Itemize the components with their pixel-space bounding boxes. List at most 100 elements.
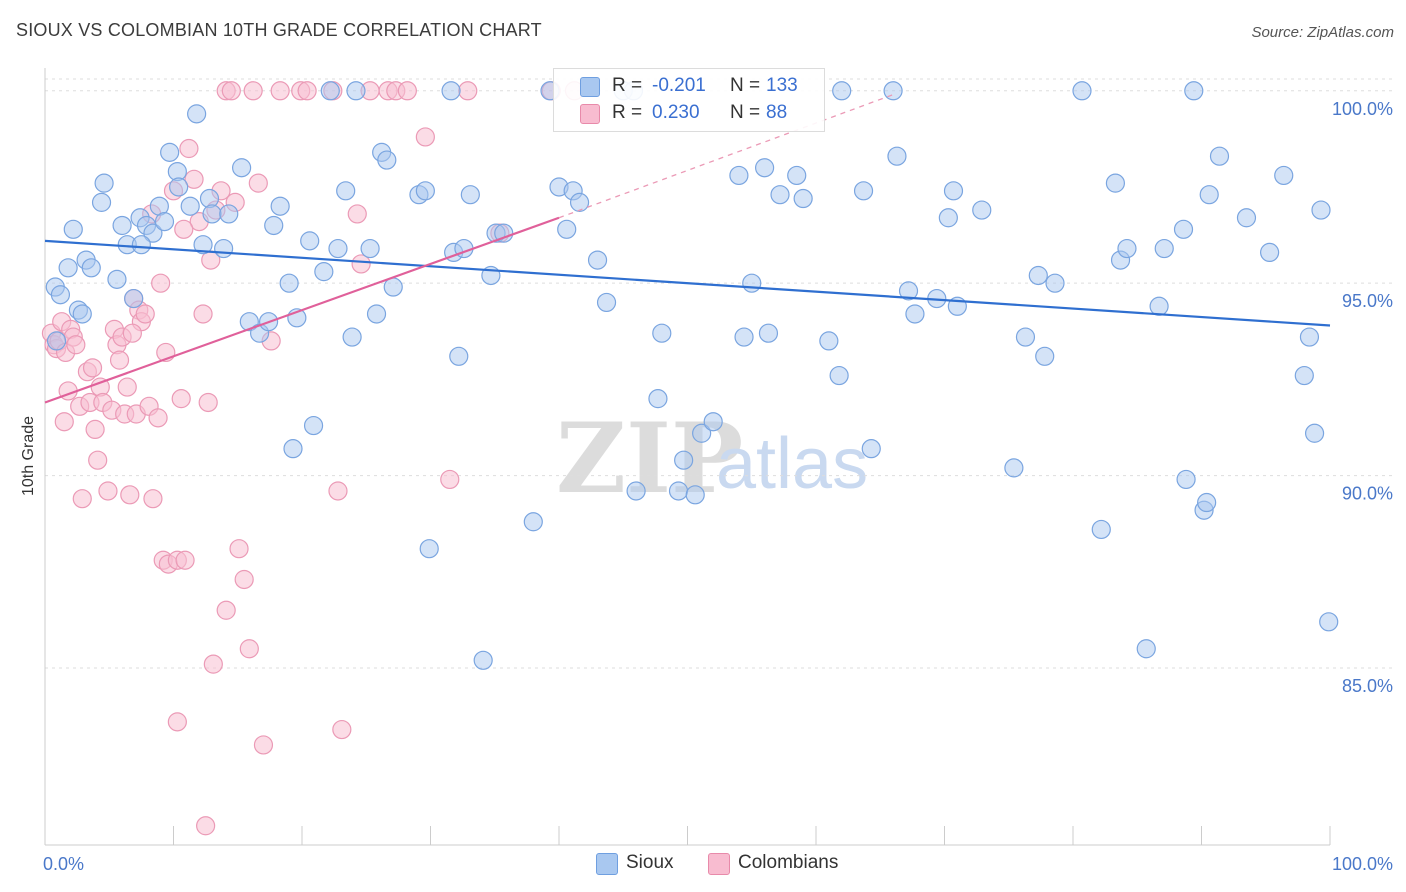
sioux-point: [494, 223, 514, 243]
sioux-point: [1045, 273, 1065, 293]
sioux-point: [596, 292, 617, 313]
sioux-point: [460, 185, 480, 205]
sioux-point: [328, 238, 348, 259]
colombians-point: [196, 816, 216, 836]
sioux-point: [674, 450, 694, 470]
sioux-point: [787, 165, 807, 186]
sioux-point: [770, 185, 790, 205]
sioux-point: [1197, 492, 1217, 513]
sioux-point: [112, 215, 132, 236]
sioux-swatch: [580, 77, 600, 97]
grid-lines: [45, 78, 1396, 669]
sioux-point: [1311, 200, 1331, 220]
colombians-point: [122, 323, 142, 343]
sioux-point: [587, 250, 608, 270]
sioux-point: [46, 331, 67, 351]
colombians-point: [117, 377, 137, 397]
n-label: N =: [730, 102, 761, 123]
sioux-point: [742, 273, 762, 293]
sioux-point: [905, 304, 925, 324]
tick-labels: 85.0% 90.0% 95.0% 100.0% 0.0% 100.0%: [43, 99, 1393, 874]
sioux-point: [219, 204, 239, 224]
colombians-point: [88, 450, 108, 470]
sioux-point: [1154, 238, 1174, 259]
sioux-point: [685, 485, 705, 505]
sioux-point: [143, 223, 163, 243]
colombians-point: [229, 539, 249, 559]
colombians-point: [239, 639, 259, 659]
sioux-point: [336, 181, 356, 201]
sioux-point: [419, 539, 439, 559]
colombians-legend-label: Colombians: [738, 852, 839, 873]
sioux-point: [1072, 81, 1092, 101]
r-label: R =: [612, 75, 643, 96]
sioux-point: [320, 81, 340, 101]
colombians-trend-line: [44, 216, 560, 404]
watermark-atlas: atlas: [716, 424, 868, 504]
sioux-point: [1149, 296, 1169, 316]
sioux-point: [160, 142, 180, 162]
sioux-point: [972, 200, 992, 220]
colombians-point: [174, 219, 194, 239]
sioux-point: [366, 304, 387, 324]
sioux-point: [648, 389, 668, 409]
sioux-point: [938, 208, 958, 228]
chart-title: SIOUX VS COLOMBIAN 10TH GRADE CORRELATIO…: [16, 20, 542, 40]
colombians-point: [458, 81, 478, 101]
sioux-point: [346, 81, 366, 101]
sioux-point: [131, 235, 151, 255]
sioux-point: [692, 423, 712, 443]
sioux-point: [1274, 165, 1294, 186]
sioux-point: [449, 346, 469, 366]
sioux-point: [1299, 327, 1320, 347]
colombians-point: [243, 81, 263, 101]
colombians-point: [66, 335, 86, 355]
colombians-point: [167, 712, 187, 732]
axes: [44, 68, 1331, 846]
colombians-point: [328, 481, 348, 501]
sioux-point: [124, 288, 144, 309]
sioux-point: [1091, 519, 1111, 540]
sioux-point: [303, 415, 324, 436]
sioux-point: [63, 219, 83, 239]
sioux-point: [523, 512, 543, 532]
sioux-point: [1105, 173, 1126, 193]
sioux-point: [1184, 81, 1204, 101]
y-tick-label: 85.0%: [1342, 676, 1393, 696]
sioux-point: [943, 181, 964, 201]
sioux-point: [853, 181, 874, 201]
colombians-point: [198, 392, 218, 413]
sioux-point: [279, 273, 299, 293]
colombians-point: [143, 489, 163, 509]
sioux-point: [441, 81, 461, 101]
colombians-point: [347, 204, 367, 224]
sioux-point: [72, 304, 92, 324]
sioux-point: [314, 262, 334, 282]
r-label: R =: [612, 102, 643, 123]
chart-source: Source: ZipAtlas.com: [1251, 24, 1394, 41]
sioux-point: [473, 650, 493, 670]
sioux-point: [377, 150, 397, 170]
sioux-point: [202, 204, 222, 224]
colombians-point: [109, 350, 130, 370]
sioux-point: [187, 104, 207, 124]
sioux-point: [1015, 327, 1036, 347]
sioux-point: [180, 196, 200, 216]
sioux-point: [1236, 208, 1257, 228]
sioux-point: [1136, 639, 1156, 659]
sioux-point: [415, 181, 435, 201]
colombians-point: [98, 481, 118, 501]
colombians-point: [270, 81, 290, 101]
sioux-point: [193, 235, 213, 255]
sioux-point: [169, 177, 189, 197]
sioux-point: [729, 165, 749, 186]
sioux-point: [626, 481, 646, 501]
colombians-points: [41, 81, 585, 836]
sioux-point: [91, 192, 112, 212]
sioux-point: [829, 365, 849, 386]
colombians-point: [216, 600, 236, 620]
y-tick-label: 100.0%: [1332, 99, 1393, 119]
sioux-point: [883, 81, 903, 101]
colombians-point: [440, 469, 460, 490]
sioux-point: [1294, 365, 1314, 386]
